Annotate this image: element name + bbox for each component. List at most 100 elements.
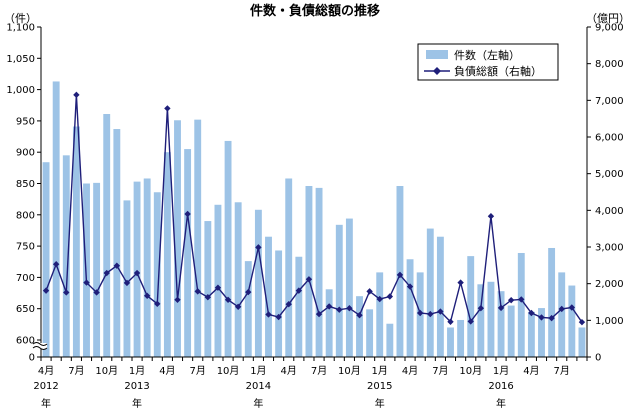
legend: 件数（左軸） 負債総額（右軸）	[418, 44, 558, 80]
left-tick-label: 1,000	[6, 85, 35, 96]
left-tick-label: 600	[16, 336, 35, 347]
x-month-label: 10月	[95, 365, 118, 377]
left-tick-label-zero: 0	[29, 353, 35, 364]
right-tick-label: 0	[595, 353, 601, 364]
debt-point	[73, 92, 79, 98]
x-month-label: 1月	[129, 365, 145, 377]
x-month-label: 1月	[250, 365, 266, 377]
debt-point	[387, 293, 393, 299]
right-tick-label: 2,000	[595, 279, 624, 290]
x-month-label: 7月	[68, 365, 84, 377]
left-tick-label: 1,050	[6, 54, 35, 65]
legend-bar-label: 件数（左軸）	[454, 48, 520, 62]
bar	[457, 320, 464, 357]
chart-svg: 件数・負債総額の推移 （件） （億円） 60065070075080085090…	[0, 0, 631, 418]
x-year-suffix: 年	[375, 397, 385, 410]
bar	[93, 183, 100, 357]
legend-line-label: 負債総額（右軸）	[454, 64, 542, 78]
bar	[397, 186, 404, 357]
bar	[43, 162, 50, 357]
bar	[316, 188, 323, 357]
bar	[548, 248, 555, 357]
left-tick-label: 900	[16, 148, 35, 159]
plot-area	[43, 81, 586, 357]
bar	[477, 284, 484, 357]
bar	[437, 237, 444, 357]
chart-container: 件数・負債総額の推移 （件） （億円） 600 650 700 750 800 850 90…	[0, 0, 631, 418]
x-month-label: 4月	[38, 365, 54, 377]
x-month-label: 4月	[159, 365, 175, 377]
bar	[285, 178, 292, 357]
bar	[144, 178, 151, 357]
bar	[447, 327, 454, 357]
bar	[73, 127, 80, 357]
x-month-label: 1月	[493, 365, 509, 377]
x-month-label: 7月	[554, 365, 570, 377]
bar	[508, 306, 515, 357]
bar	[113, 129, 120, 357]
bar	[53, 81, 60, 357]
x-month-label: 7月	[311, 365, 327, 377]
right-tick-label: 9,000	[595, 23, 624, 34]
x-month-label: 7月	[432, 365, 448, 377]
bar	[488, 282, 495, 357]
bar	[568, 286, 575, 357]
right-tick-label: 8,000	[595, 59, 624, 70]
bar	[558, 272, 565, 357]
bar	[366, 309, 373, 357]
bar	[336, 225, 343, 357]
right-tick-label: 7,000	[595, 96, 624, 107]
bar	[467, 256, 474, 357]
right-tick-label: 5,000	[595, 169, 624, 180]
bar	[103, 114, 110, 357]
bar	[356, 296, 363, 357]
x-year-suffix: 年	[253, 397, 263, 410]
right-tick-label: 4,000	[595, 206, 624, 217]
x-month-label: 4月	[523, 365, 539, 377]
left-tick-label: 750	[16, 242, 35, 253]
left-tick-label: 650	[16, 304, 35, 315]
x-year-label: 2016	[488, 381, 513, 392]
bar	[235, 202, 242, 357]
chart-title: 件数・負債総額の推移	[250, 3, 380, 19]
x-month-label: 1月	[372, 365, 388, 377]
bar	[427, 229, 434, 357]
x-year-label: 2014	[246, 381, 271, 392]
bar	[134, 182, 141, 357]
legend-bar-swatch	[426, 50, 448, 59]
x-year-label: 2015	[367, 381, 392, 392]
left-tick-label: 950	[16, 116, 35, 127]
bar	[275, 250, 282, 357]
bar	[184, 149, 191, 357]
right-tick-label: 3,000	[595, 243, 624, 254]
bar	[245, 261, 252, 357]
x-month-label: 10月	[217, 365, 240, 377]
bar	[164, 152, 171, 357]
x-month-label: 7月	[190, 365, 206, 377]
x-month-label: 4月	[281, 365, 297, 377]
debt-point	[488, 213, 494, 219]
left-tick-label: 850	[16, 179, 35, 190]
bar	[346, 219, 353, 357]
bar	[386, 324, 393, 357]
bar	[407, 259, 414, 357]
x-month-label: 4月	[402, 365, 418, 377]
right-tick-label: 6,000	[595, 133, 624, 144]
bar	[215, 205, 222, 357]
bar	[306, 186, 313, 357]
bar	[174, 120, 181, 357]
bar	[498, 291, 505, 357]
bar	[579, 327, 586, 357]
x-year-suffix: 年	[41, 397, 51, 410]
left-tick-label: 700	[16, 273, 35, 284]
debt-point	[164, 105, 170, 111]
left-tick-label: 800	[16, 210, 35, 221]
bar	[326, 289, 333, 357]
debt-point	[457, 279, 463, 285]
bar	[194, 120, 201, 357]
bar	[225, 141, 232, 357]
bar	[376, 272, 383, 357]
x-month-label: 10月	[459, 365, 482, 377]
bar	[204, 221, 211, 357]
left-tick-label: 1,100	[6, 23, 35, 34]
